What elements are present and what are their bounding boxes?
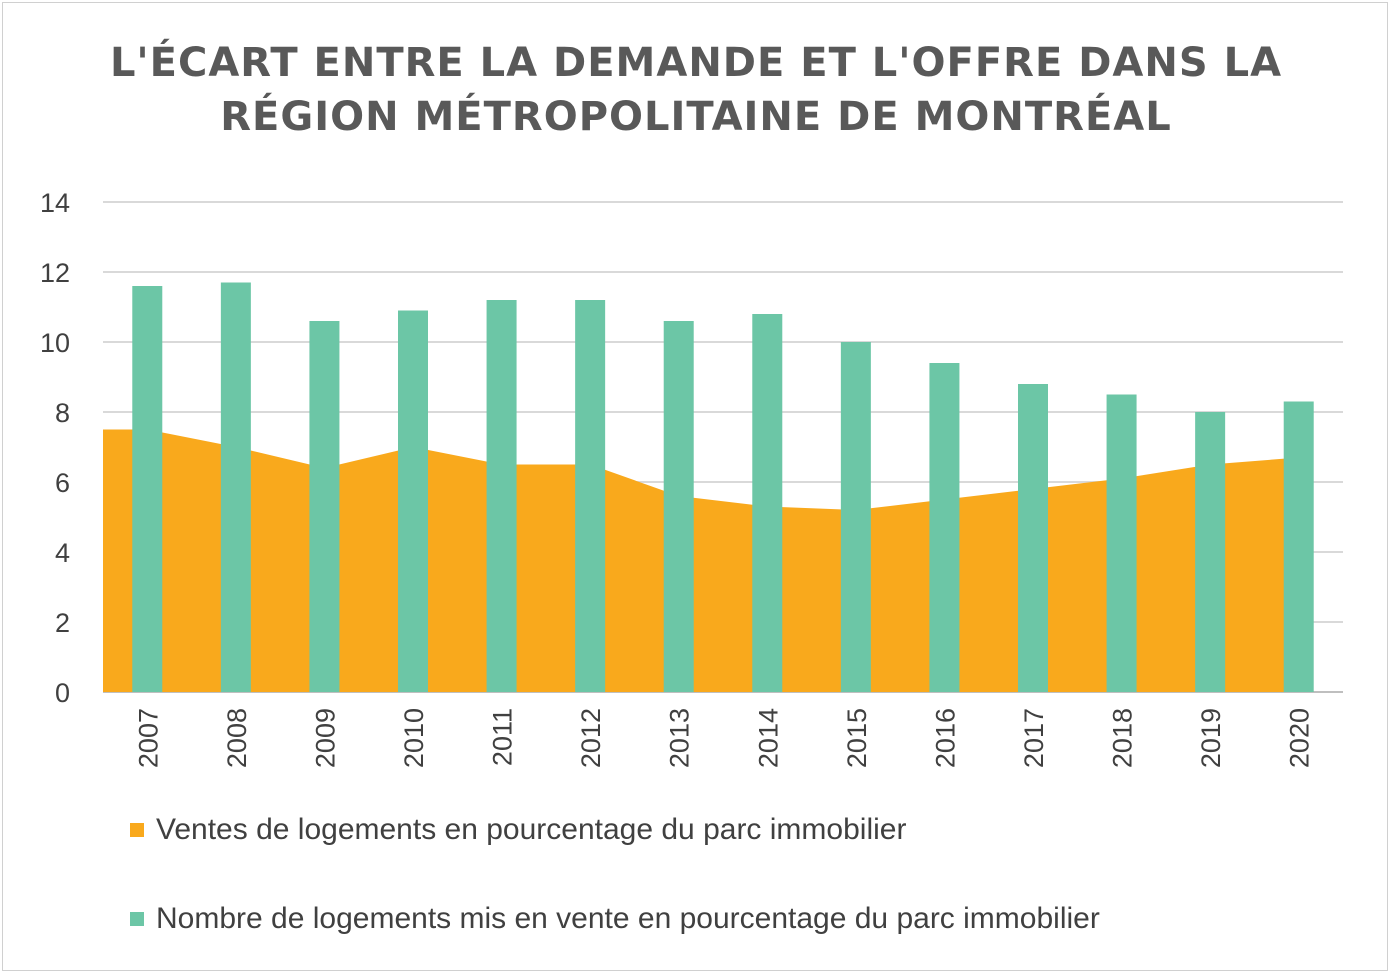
- x-tick-label: 2017: [1019, 708, 1049, 768]
- y-tick-label: 4: [55, 538, 70, 568]
- legend-label-ventes: Ventes de logements en pourcentage du pa…: [156, 813, 907, 846]
- x-tick-label: 2016: [930, 708, 960, 768]
- x-tick-label: 2011: [488, 708, 518, 766]
- bar-2011: [486, 300, 517, 692]
- x-tick-label: 2009: [310, 708, 340, 768]
- bar-2008: [220, 282, 251, 692]
- x-tick-label: 2020: [1285, 708, 1315, 768]
- x-tick-label: 2008: [222, 708, 252, 768]
- bar-2016: [929, 363, 960, 692]
- bar-2010: [398, 310, 428, 692]
- y-tick-label: 0: [55, 678, 70, 708]
- legend-swatch-ventes: [130, 823, 144, 837]
- y-tick-label: 8: [55, 398, 70, 428]
- bar-2017: [1018, 384, 1048, 692]
- y-tick-label: 12: [40, 258, 70, 288]
- legend-item-ventes: Ventes de logements en pourcentage du pa…: [130, 813, 906, 847]
- legend-label-mis-en-vente: Nombre de logements mis en vente en pour…: [156, 902, 1100, 935]
- x-tick-label: 2010: [399, 708, 429, 768]
- legend-item-mis-en-vente: Nombre de logements mis en vente en pour…: [130, 902, 1100, 936]
- bar-2018: [1106, 394, 1137, 692]
- y-tick-label: 2: [55, 608, 70, 638]
- bar-2012: [575, 300, 606, 692]
- x-tick-label: 2007: [133, 708, 163, 768]
- y-tick-label: 6: [55, 468, 70, 498]
- bar-2007: [132, 286, 163, 692]
- bar-2019: [1195, 412, 1226, 692]
- x-tick-label: 2014: [753, 708, 783, 768]
- x-tick-label: 2019: [1196, 708, 1226, 768]
- x-tick-label: 2018: [1108, 708, 1138, 768]
- bar-2014: [752, 314, 783, 692]
- chart-title: L'ÉCART ENTRE LA DEMANDE ET L'OFFRE DANS…: [109, 40, 1283, 140]
- bar-2020: [1283, 401, 1314, 692]
- y-tick-label: 10: [40, 328, 70, 358]
- x-tick-label: 2013: [665, 708, 695, 768]
- x-tick-label: 2015: [842, 708, 872, 768]
- legend-swatch-mis-en-vente: [130, 912, 144, 926]
- x-tick-label: 2012: [576, 708, 606, 768]
- bar-2013: [663, 321, 694, 692]
- y-tick-label: 14: [40, 188, 70, 218]
- bar-2009: [309, 321, 340, 692]
- bar-2015: [840, 342, 871, 692]
